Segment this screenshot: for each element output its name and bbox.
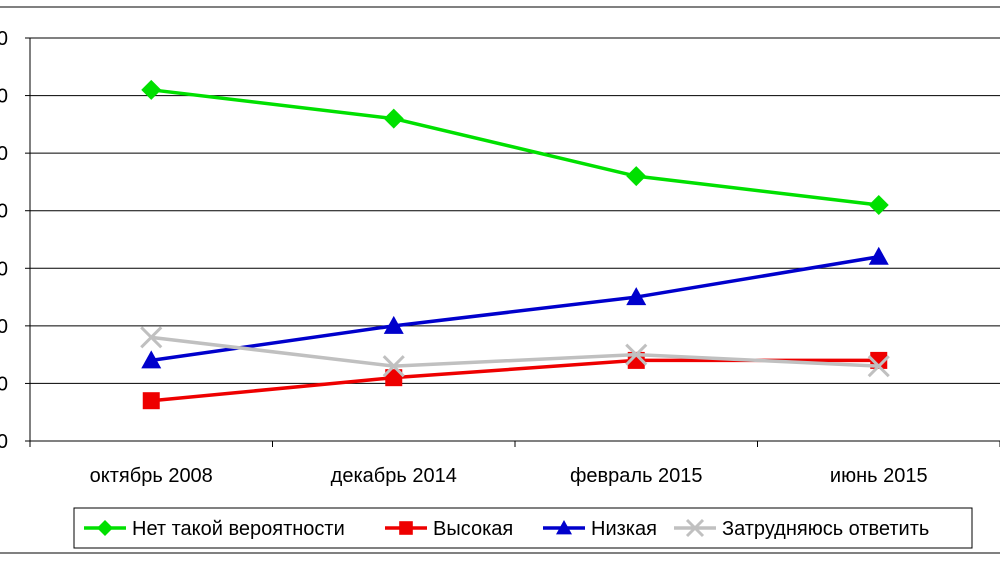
legend-label: Нет такой вероятности <box>132 518 345 540</box>
legend-marker <box>97 520 113 536</box>
legend-label: Низкая <box>591 518 657 540</box>
legend-item: Высокая <box>385 518 513 540</box>
x-axis-ticks: октябрь 2008 декабрь 2014 февраль 2015 июнь… <box>29 441 1000 487</box>
x-tick-label: июнь 2015 <box>830 465 928 487</box>
x-marker-stroke <box>625 343 648 366</box>
data-point <box>141 79 162 100</box>
x-tick-label: октябрь 2008 <box>90 465 213 487</box>
series-group <box>140 79 890 410</box>
legend-marker <box>685 518 705 538</box>
series-line <box>151 255 880 363</box>
series-diamond <box>141 79 889 215</box>
series-x <box>140 326 890 378</box>
data-point <box>140 326 163 349</box>
data-point <box>626 166 647 187</box>
legend-item: Затрудняюсь ответить <box>674 518 929 540</box>
series-line <box>151 358 879 403</box>
x-marker-stroke <box>140 326 163 349</box>
data-point <box>625 343 648 366</box>
data-point <box>383 108 404 129</box>
x-marker-stroke <box>382 355 405 378</box>
series-triangle <box>141 246 889 369</box>
legend-label: Высокая <box>433 518 513 540</box>
legend-items: Нет такой вероятности Высокая Низкая Затруд… <box>84 518 929 540</box>
x-marker-stroke <box>685 518 705 538</box>
legend-item: Нет такой вероятности <box>84 518 345 540</box>
legend-label: Затрудняюсь ответить <box>722 518 929 540</box>
legend-box <box>73 507 973 549</box>
x-tick-label: февраль 2015 <box>570 465 703 487</box>
legend-marker <box>556 520 572 535</box>
y-tick-label: 0 <box>0 431 8 453</box>
y-tick-label: 0 <box>0 316 8 338</box>
data-point <box>141 350 162 369</box>
data-point <box>868 246 889 265</box>
data-point <box>383 315 404 334</box>
data-point <box>626 287 647 306</box>
series-line <box>151 88 879 207</box>
y-tick-label: 0 <box>0 201 8 223</box>
y-tick-label: 0 <box>0 373 8 395</box>
y-axis-ticks: 0 0 0 0 0 0 0 0 <box>0 28 31 453</box>
x-tick-label: декабрь 2014 <box>331 465 457 487</box>
legend-item: Низкая <box>543 518 657 540</box>
legend: Нет такой вероятности Высокая Низкая Затруд… <box>73 507 973 549</box>
x-marker-stroke <box>867 355 890 378</box>
y-tick-label: 0 <box>0 143 8 165</box>
y-tick-label: 0 <box>0 86 8 108</box>
grid-lines <box>30 37 1000 442</box>
series-line <box>151 335 879 368</box>
data-point <box>868 194 889 215</box>
data-point <box>867 355 890 378</box>
data-point <box>382 355 405 378</box>
y-tick-label: 0 <box>0 28 8 50</box>
legend-marker <box>399 521 413 535</box>
data-point <box>142 392 160 410</box>
data-point <box>385 369 403 387</box>
y-tick-label: 0 <box>0 258 8 280</box>
